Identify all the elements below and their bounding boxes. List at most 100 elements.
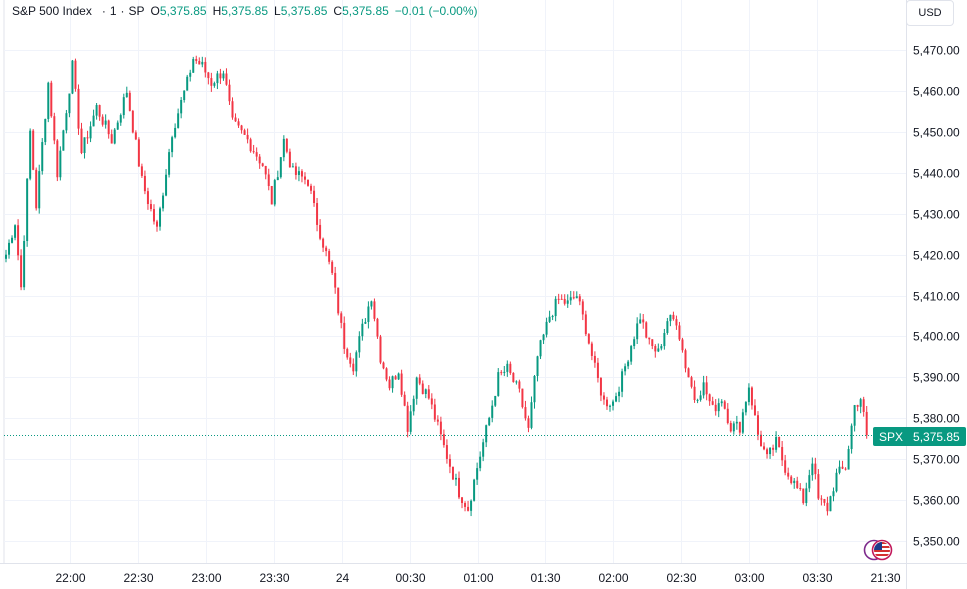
candle — [113, 127, 116, 145]
candle — [494, 395, 497, 407]
candle — [454, 473, 457, 486]
candles — [5, 55, 868, 517]
candle — [817, 469, 820, 501]
candle — [131, 109, 134, 134]
candle — [847, 445, 850, 470]
price-tick-label: 5,390.00 — [913, 371, 960, 385]
open-value: 5,375.85 — [159, 4, 207, 18]
candle — [74, 58, 77, 92]
candle — [639, 313, 642, 324]
candle — [89, 121, 92, 143]
candle — [346, 347, 349, 360]
candle — [485, 424, 488, 448]
candle — [593, 351, 596, 368]
candle — [234, 113, 237, 122]
candle — [14, 224, 17, 241]
candle — [243, 128, 246, 135]
candle — [654, 344, 657, 358]
candle — [355, 350, 358, 377]
candle — [59, 146, 62, 181]
high-value: 5,375.85 — [221, 4, 268, 18]
candle — [8, 239, 11, 259]
candle — [303, 172, 306, 185]
candle — [714, 399, 717, 416]
candle — [599, 377, 602, 402]
candle — [461, 496, 464, 509]
candle — [536, 355, 539, 382]
candle — [699, 390, 702, 402]
candle — [65, 109, 68, 134]
candle — [165, 169, 168, 197]
candle — [267, 168, 270, 191]
candle — [216, 70, 219, 90]
candle — [424, 388, 427, 399]
change-value: −0.01 (−0.00%) — [394, 4, 478, 18]
candle — [590, 341, 593, 361]
candle — [581, 299, 584, 321]
candle — [666, 317, 669, 335]
candle — [551, 314, 554, 321]
price-tick-label: 5,350.00 — [913, 535, 960, 549]
candle — [702, 375, 705, 399]
candle — [467, 500, 470, 512]
candle — [781, 440, 784, 467]
price-tick-label: 5,380.00 — [913, 412, 960, 426]
time-axis[interactable]: 22:00 22:30 23:00 23:30 24 00:30 01:00 01:30 02:… — [55, 571, 900, 585]
candle — [255, 147, 258, 161]
candle — [285, 138, 288, 154]
price-tick-label: 5,420.00 — [913, 249, 960, 263]
candle — [729, 420, 732, 433]
candle — [844, 467, 847, 471]
candle — [790, 475, 793, 485]
candle — [596, 357, 599, 383]
time-tick-label: 23:00 — [191, 571, 221, 585]
candle — [587, 333, 590, 345]
candle — [651, 339, 654, 350]
candle — [681, 337, 684, 353]
candle — [605, 396, 608, 410]
currency-button[interactable]: USD — [906, 0, 954, 26]
legend-separator-dot: · — [120, 4, 125, 18]
candle — [20, 249, 23, 291]
candle — [310, 183, 313, 195]
candle — [53, 112, 56, 145]
candle — [95, 103, 98, 120]
candle — [237, 118, 240, 128]
candle — [288, 148, 291, 168]
candle — [811, 457, 814, 481]
candle — [859, 397, 862, 414]
candle — [693, 380, 696, 403]
time-tick-label: 01:00 — [463, 571, 493, 585]
candle — [156, 219, 158, 232]
candle — [708, 393, 711, 406]
candle — [578, 293, 581, 306]
candle — [412, 395, 415, 416]
candle — [503, 365, 506, 377]
candle — [512, 372, 515, 383]
us-flag-logo-icon[interactable] — [863, 539, 893, 561]
candle — [696, 398, 699, 404]
candle — [826, 496, 829, 516]
candle — [515, 380, 518, 385]
time-tick-label: 23:30 — [259, 571, 289, 585]
price-axis[interactable]: 5,350.00 5,360.00 5,370.00 5,380.00 5,390.00… — [913, 44, 960, 549]
candle — [415, 376, 418, 405]
candle — [563, 294, 566, 306]
candle — [294, 162, 297, 180]
price-tick-label: 5,400.00 — [913, 330, 960, 344]
candle — [618, 386, 621, 403]
candle — [137, 137, 140, 168]
candle — [29, 128, 32, 181]
time-tick-label: 02:00 — [598, 571, 628, 585]
candle — [669, 314, 672, 327]
candle — [152, 204, 155, 225]
candle — [195, 55, 198, 64]
close-value: 5,375.85 — [342, 4, 389, 18]
interval-label[interactable]: 1 — [109, 4, 117, 18]
candle — [50, 80, 53, 118]
candle — [92, 109, 95, 127]
symbol-title[interactable]: S&P 500 Index — [12, 4, 92, 18]
candle — [128, 90, 131, 112]
candle — [612, 399, 615, 411]
